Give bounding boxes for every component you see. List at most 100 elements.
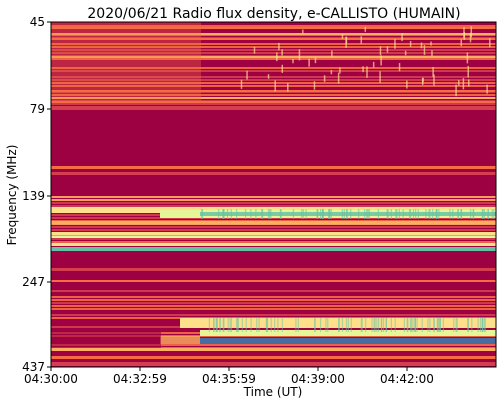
- spectrogram-speck: [483, 318, 485, 332]
- chart-title: 2020/06/21 Radio flux density, e-CALLIST…: [87, 6, 460, 22]
- spectrogram-band: [51, 290, 496, 292]
- spectrogram-speck: [330, 70, 333, 75]
- spectrogram-speck: [339, 67, 341, 74]
- spectrogram-speck: [439, 318, 441, 332]
- spectrogram-speck: [213, 318, 215, 332]
- spectrogram-speck: [345, 36, 348, 44]
- spectrogram-speck: [364, 209, 366, 219]
- spectrogram-speck: [258, 318, 260, 332]
- spectrogram-speck: [379, 71, 381, 83]
- spectrogram-speck: [256, 318, 258, 332]
- spectrogram-band: [51, 22, 496, 24]
- spectrogram-speck: [250, 318, 252, 332]
- spectrogram-speck: [386, 46, 389, 53]
- spectrogram-band: [51, 238, 496, 240]
- spectrogram-speck: [425, 209, 427, 219]
- spectrogram-band: [51, 229, 496, 231]
- spectrogram-speck: [227, 318, 229, 332]
- spectrogram-line: [51, 33, 496, 35]
- spectrogram-speck: [374, 318, 376, 332]
- spectrogram-speck: [387, 209, 389, 219]
- spectrogram-band: [51, 46, 496, 48]
- spectrogram-speck: [432, 67, 434, 77]
- spectrogram-speck: [338, 318, 340, 332]
- spectrogram-speck: [462, 78, 465, 90]
- spectrogram-speck: [343, 209, 345, 219]
- spectrogram-speck: [379, 46, 382, 56]
- spectrogram-speck: [453, 318, 455, 332]
- spectrogram-speck: [436, 318, 438, 332]
- spectrogram-speck: [320, 209, 322, 219]
- spectrogram-burst: [200, 330, 496, 336]
- spectrogram-speck: [330, 209, 332, 219]
- spectrogram-speck: [406, 80, 408, 89]
- spectrogram-speck: [277, 318, 279, 332]
- spectrogram-speck: [382, 318, 385, 332]
- spectrogram-speck: [398, 209, 400, 219]
- spectrogram-band: [51, 241, 496, 243]
- x-tick-label: 04:39:00: [291, 372, 345, 386]
- spectrogram-band: [51, 103, 496, 105]
- spectrogram-speck: [274, 80, 276, 92]
- spectrogram-band: [51, 85, 496, 87]
- spectrogram-line: [51, 27, 496, 29]
- spectrogram-speck: [302, 29, 304, 34]
- spectrogram-band: [51, 58, 496, 60]
- spectrogram-speck: [377, 318, 380, 332]
- spectrogram-speck: [438, 318, 440, 332]
- spectrogram-speck: [377, 209, 379, 219]
- spectrogram-band: [51, 202, 496, 204]
- spectrogram-speck: [240, 79, 243, 89]
- spectrogram-line: [51, 90, 496, 92]
- spectrogram-speck: [409, 209, 412, 219]
- spectrogram-line: [51, 221, 496, 224]
- spectrogram-speck: [467, 318, 469, 332]
- spectrogram-speck: [398, 63, 401, 72]
- spectrogram-speck: [455, 318, 457, 332]
- spectrogram-speck: [436, 209, 438, 219]
- spectrogram-line: [51, 38, 496, 40]
- spectrogram-band: [51, 308, 496, 310]
- spectrogram-band: [51, 293, 496, 295]
- spectrogram-speck: [430, 41, 432, 46]
- y-tick-label: 79: [30, 102, 45, 116]
- spectrogram-line: [51, 236, 496, 238]
- spectrogram-speck: [487, 209, 489, 219]
- spectrogram-speck: [366, 209, 368, 219]
- spectrogram-speck: [265, 318, 267, 332]
- spectrogram-speck: [484, 318, 486, 332]
- spectrogram-speck: [346, 209, 348, 219]
- spectrogram-speck: [298, 49, 301, 61]
- spectrogram-speck: [428, 209, 430, 219]
- spectrogram-speck: [208, 318, 210, 332]
- spectrogram-band: [51, 31, 496, 33]
- spectrogram-band: [51, 353, 496, 355]
- spectrogram-speck: [412, 209, 415, 219]
- spectrogram-speck: [366, 66, 368, 78]
- spectrogram-speck: [215, 318, 217, 332]
- spectrogram-speck: [345, 209, 348, 219]
- spectrogram-speck: [431, 50, 433, 57]
- spectrogram-burst: [200, 212, 496, 216]
- spectrogram-speck: [230, 318, 233, 332]
- spectrogram-speck: [467, 79, 470, 87]
- spectrogram-speck: [218, 209, 220, 219]
- spectrogram-band: [51, 199, 496, 201]
- spectrogram-speck: [460, 39, 463, 47]
- spectrogram-line: [51, 362, 496, 366]
- spectrogram-line: [51, 232, 496, 235]
- spectrogram-speck: [404, 50, 407, 56]
- spectrogram-burst: [160, 336, 200, 344]
- spectrogram-speck: [433, 318, 435, 332]
- spectrogram-speck: [376, 318, 378, 332]
- spectrogram-band: [51, 226, 496, 228]
- spectrogram-speck: [250, 209, 252, 219]
- spectrogram-speck: [280, 209, 282, 219]
- spectrogram-speck: [292, 209, 294, 219]
- x-axis-label: Time (UT): [243, 385, 303, 399]
- spectrogram-speck: [341, 318, 344, 332]
- spectrogram-speck: [267, 74, 270, 79]
- spectrogram-speck: [302, 209, 304, 219]
- spectrogram-line: [51, 247, 496, 251]
